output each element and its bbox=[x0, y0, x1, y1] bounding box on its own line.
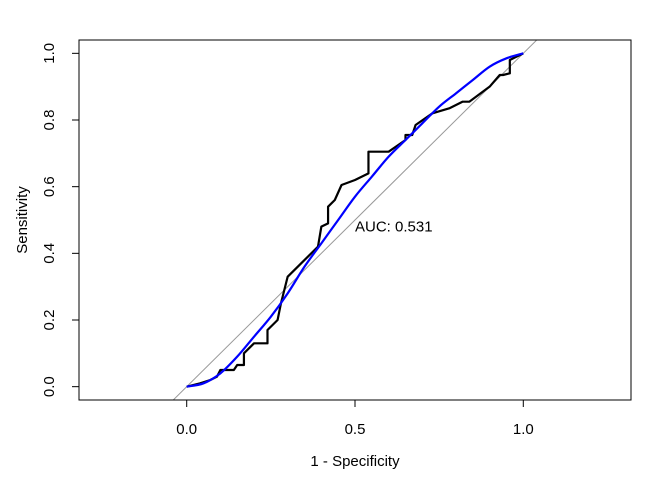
y-tick-label: 0.2 bbox=[41, 310, 58, 331]
y-tick-label: 0.6 bbox=[41, 176, 58, 197]
y-tick-label: 1.0 bbox=[41, 43, 58, 64]
x-tick-label: 0.5 bbox=[345, 421, 366, 438]
y-tick-label: 0.4 bbox=[41, 243, 58, 264]
y-tick-label: 0.8 bbox=[41, 110, 58, 131]
y-axis-title: Sensitivity bbox=[14, 186, 31, 254]
x-axis: 0.0 0.5 1.0 bbox=[176, 399, 534, 438]
reference-diagonal-line bbox=[172, 40, 538, 400]
x-tick-label: 0.0 bbox=[176, 421, 197, 438]
empirical-roc-line bbox=[186, 52, 524, 388]
y-axis: 0.0 0.2 0.4 0.6 0.8 1.0 bbox=[41, 43, 80, 397]
x-tick-label: 1.0 bbox=[513, 421, 534, 438]
plot-area bbox=[172, 40, 538, 400]
smoothed-roc-line bbox=[186, 52, 524, 388]
auc-annotation: AUC: 0.531 bbox=[355, 219, 433, 236]
x-axis-title: 1 - Specificity bbox=[310, 453, 400, 470]
y-tick-label: 0.0 bbox=[41, 376, 58, 397]
